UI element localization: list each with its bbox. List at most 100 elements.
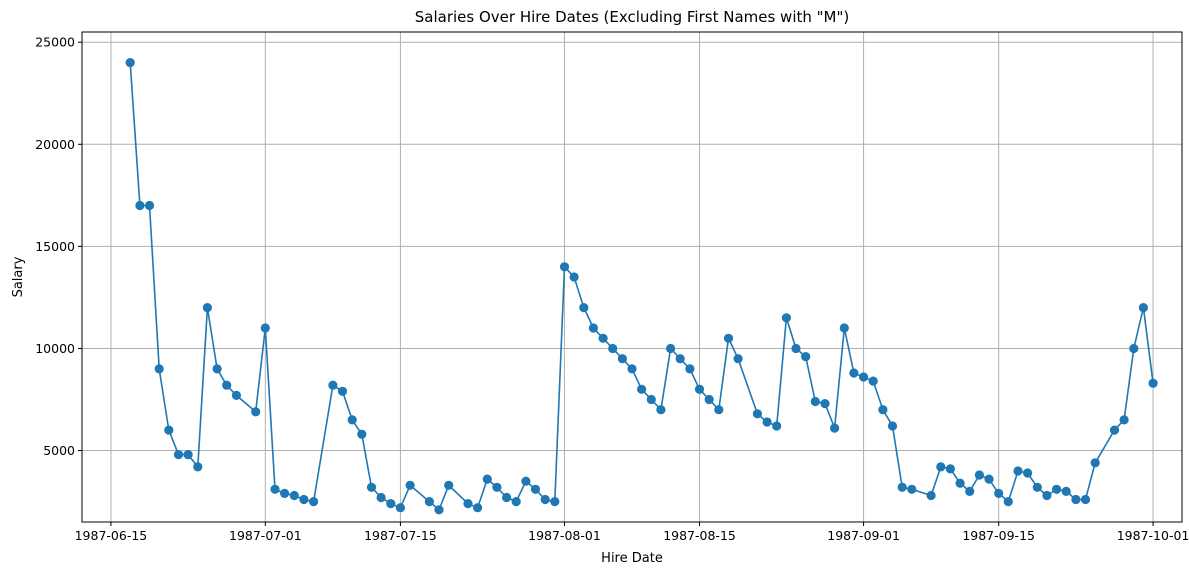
data-point [646,394,656,405]
x-tick-label: 1987-06-15 [75,528,148,543]
data-point [984,474,994,484]
data-point [1080,494,1091,505]
data-point [299,494,309,505]
data-point [588,323,599,333]
x-tick-label: 1987-07-01 [229,528,302,543]
data-point [598,333,608,343]
data-point [878,405,888,415]
data-point [830,423,840,433]
data-point [1129,343,1139,354]
data-point [183,450,193,460]
data-point [994,488,1004,498]
y-tick-label: 20000 [35,137,75,152]
data-point [550,497,560,507]
data-point [974,470,985,480]
data-point [289,490,299,501]
data-point [1003,497,1013,507]
data-point [444,480,454,490]
data-point [251,407,261,417]
data-point [511,497,521,507]
data-point [1071,494,1081,505]
data-point [887,421,898,431]
data-point [193,462,203,472]
data-point [357,429,367,439]
data-point [781,313,792,323]
salary-series-markers [125,58,1158,515]
y-tick-label: 25000 [35,35,75,50]
data-point [810,396,820,407]
x-tick-label: 1987-09-01 [827,528,900,543]
data-point [666,343,676,354]
data-point [376,492,386,503]
data-point [1148,378,1158,388]
data-point [723,333,734,343]
x-tick-label: 1987-07-15 [364,528,437,543]
data-point [907,484,917,494]
data-point [820,399,830,409]
x-tick-label: 1987-08-01 [528,528,601,543]
data-point [579,303,589,313]
data-point [270,484,280,494]
data-point [1052,484,1062,494]
y-tick-label: 15000 [35,239,75,254]
data-point [492,482,502,492]
data-point [521,476,531,486]
data-point [849,368,859,378]
x-tick-label: 1987-10-01 [1117,528,1189,543]
data-point [1013,466,1023,476]
data-point [125,58,135,68]
data-point [926,490,936,501]
data-point [675,354,685,364]
data-point [608,343,618,354]
data-point [1119,415,1129,425]
plot-frame [81,31,1183,523]
x-tick-label: 1987-08-15 [663,528,736,543]
data-point [955,478,965,488]
salary-series-line [129,62,1154,512]
data-point [463,499,473,509]
data-point [762,417,772,427]
data-point [685,364,695,374]
data-point [212,364,222,374]
data-point [1138,303,1148,313]
data-point [1042,490,1052,501]
chart-title: Salaries Over Hire Dates (Excluding Firs… [415,8,850,26]
data-point [154,364,164,374]
data-point [202,303,212,313]
data-point [656,405,666,415]
data-point [473,503,483,513]
x-axis-label: Hire Date [601,551,663,566]
data-point [569,272,579,282]
data-point [897,482,907,492]
data-point [694,384,705,394]
data-point [502,492,512,503]
data-point [280,488,290,498]
data-point [859,372,869,382]
data-point [260,323,270,333]
data-point [222,380,232,390]
data-point [772,421,782,431]
data-point [801,352,811,362]
data-point [627,364,637,374]
y-tick-label: 10000 [35,341,75,356]
data-point [424,497,434,507]
data-point [309,497,319,507]
data-point [405,480,415,490]
x-axis-ticks: 1987-06-15 1987-07-01 1987-07-15 1987-08-01… [75,522,1189,543]
grid [82,32,1182,522]
data-point [386,499,396,509]
data-point [791,343,801,354]
data-point [868,376,878,386]
data-point [714,405,724,415]
data-point [540,494,550,505]
data-point [231,390,241,400]
data-point [328,380,338,390]
data-point [733,354,743,364]
data-point [347,415,357,425]
y-axis-label: Salary [11,256,26,297]
data-point [1090,458,1100,468]
data-point [135,200,145,211]
data-point [1032,482,1042,492]
data-point [559,262,570,272]
data-point [752,409,763,419]
